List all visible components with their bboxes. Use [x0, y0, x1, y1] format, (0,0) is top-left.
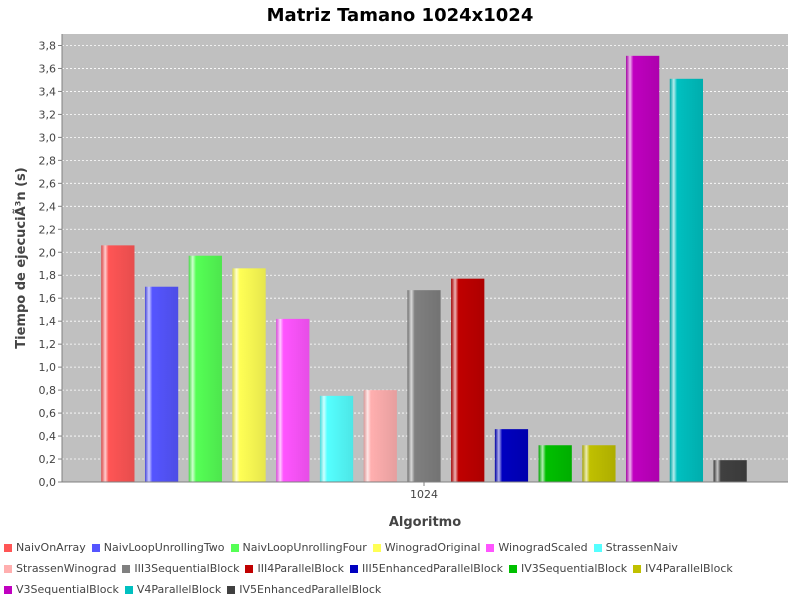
legend-item: III5EnhancedParallelBlock	[350, 558, 503, 579]
legend-label: IV4ParallelBlock	[645, 562, 733, 575]
legend-item: StrassenNaiv	[593, 537, 678, 558]
y-tick-label: 3,2	[39, 108, 57, 121]
y-tick-label: 1,4	[39, 315, 57, 328]
legend-item: V4ParallelBlock	[124, 579, 222, 600]
x-axis-label: Algoritmo	[389, 515, 461, 530]
x-axis-ticks: 1024	[410, 482, 438, 501]
legend-item: III4ParallelBlock	[245, 558, 344, 579]
legend-label: NaivLoopUnrollingTwo	[103, 541, 225, 554]
bar-StrassenNaiv	[319, 395, 354, 482]
legend-item: III3SequentialBlock	[122, 558, 239, 579]
bar-NaivOnArray	[101, 245, 135, 482]
legend-item: V3SequentialBlock	[4, 579, 119, 600]
bar-III3SequentialBlock	[407, 290, 441, 482]
legend-label: NaivOnArray	[16, 541, 86, 554]
y-tick-label: 1,6	[39, 292, 57, 305]
chart-title: Matriz Tamano 1024x1024	[267, 5, 534, 26]
bar-WinogradScaled	[276, 318, 310, 482]
legend-item: WinogradScaled	[486, 537, 588, 558]
legend-swatch	[230, 543, 239, 552]
legend-swatch	[486, 543, 495, 552]
y-tick-label: 2,0	[39, 246, 57, 259]
legend-swatch	[4, 543, 12, 552]
y-tick-label: 3,4	[39, 85, 57, 98]
y-tick-label: 1,8	[39, 269, 57, 282]
bar-III4ParallelBlock	[451, 278, 485, 482]
legend-swatch	[4, 585, 12, 594]
legend-swatch	[122, 564, 131, 573]
legend-item: WinogradOriginal	[372, 537, 481, 558]
legend-swatch	[245, 564, 254, 573]
y-axis-ticks: 0,0 0,2 0,4 0,6 0,8 1,0 1,2 1,4 1,6 1,8 2,0 2,2 2,4 2…	[39, 39, 62, 489]
legend-swatch	[350, 564, 359, 573]
y-tick-label: 0,4	[39, 430, 57, 443]
legend-label: IV3SequentialBlock	[521, 562, 628, 575]
legend-label: III5EnhancedParallelBlock	[362, 562, 504, 575]
y-tick-label: 0,2	[39, 453, 57, 466]
bar-V3SequentialBlock	[626, 55, 660, 482]
legend-label: WinogradScaled	[498, 541, 588, 554]
bars	[101, 55, 747, 483]
legend-item: NaivLoopUnrollingTwo	[91, 537, 225, 558]
x-tick-label: 1024	[410, 488, 438, 501]
y-tick-label: 0,0	[39, 476, 57, 489]
bar-IV5EnhancedParallelBlock	[713, 460, 747, 482]
y-tick-label: 2,6	[39, 177, 57, 190]
legend-label: StrassenNaiv	[605, 541, 678, 554]
legend-item: IV4ParallelBlock	[633, 558, 733, 579]
legend-swatch	[372, 543, 381, 552]
legend-label: V3SequentialBlock	[16, 583, 119, 596]
y-axis-label: Tiempo de ejecuciÃ³n (s)	[13, 167, 29, 348]
legend-label: StrassenWinograd	[16, 562, 117, 575]
y-tick-label: 3,0	[39, 131, 57, 144]
y-tick-label: 1,0	[39, 361, 57, 374]
legend: NaivOnArray NaivLoopUnrollingTwo NaivLoopU…	[4, 537, 796, 600]
legend-item: IV5EnhancedParallelBlock	[227, 579, 381, 600]
bar-III5EnhancedParallelBlock	[494, 429, 529, 482]
legend-swatch	[633, 564, 642, 573]
y-tick-label: 2,2	[39, 223, 57, 236]
y-tick-label: 2,8	[39, 154, 57, 167]
legend-item: StrassenWinograd	[4, 558, 116, 579]
gridlines	[62, 45, 788, 483]
legend-swatch	[91, 543, 100, 552]
y-tick-label: 0,8	[39, 384, 57, 397]
bar-StrassenWinograd	[363, 390, 397, 482]
bar-IV3SequentialBlock	[538, 445, 572, 482]
legend-label: IV5EnhancedParallelBlock	[239, 583, 382, 596]
bar-V4ParallelBlock	[669, 78, 704, 483]
legend-label: III3SequentialBlock	[134, 562, 240, 575]
legend-label: III4ParallelBlock	[257, 562, 345, 575]
bar-WinogradOriginal	[232, 268, 266, 482]
legend-swatch	[227, 585, 236, 594]
bar-NaivLoopUnrollingTwo	[144, 286, 179, 482]
legend-swatch	[593, 543, 602, 552]
legend-label: NaivLoopUnrollingFour	[242, 541, 367, 554]
legend-swatch	[124, 585, 133, 594]
y-tick-label: 3,8	[39, 39, 57, 52]
y-tick-label: 2,4	[39, 200, 57, 213]
legend-label: WinogradOriginal	[384, 541, 481, 554]
legend-item: NaivLoopUnrollingFour	[230, 537, 367, 558]
y-tick-label: 3,6	[39, 62, 57, 75]
legend-swatch	[509, 564, 518, 573]
legend-swatch	[4, 564, 12, 573]
legend-item: NaivOnArray	[4, 537, 86, 558]
legend-item: IV3SequentialBlock	[509, 558, 627, 579]
bar-IV4ParallelBlock	[582, 445, 616, 482]
bar-NaivLoopUnrollingFour	[188, 255, 222, 482]
y-tick-label: 0,6	[39, 407, 57, 420]
legend-label: V4ParallelBlock	[136, 583, 222, 596]
y-tick-label: 1,2	[39, 338, 57, 351]
